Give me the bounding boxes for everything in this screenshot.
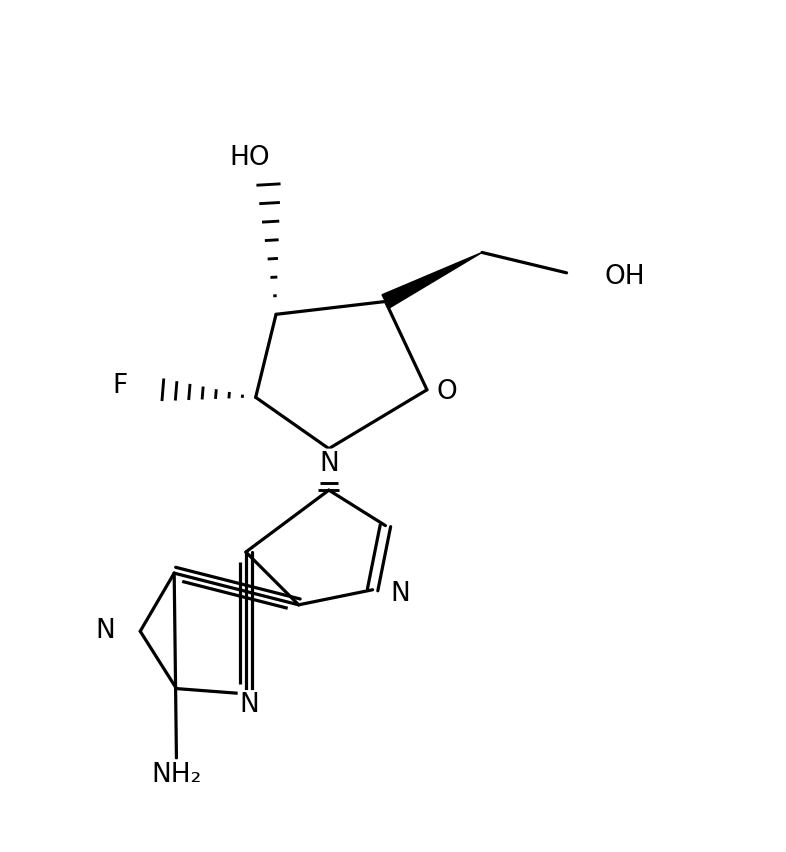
Text: HO: HO (230, 145, 270, 171)
Polygon shape (382, 252, 482, 308)
Text: N: N (240, 692, 259, 718)
Text: N: N (319, 451, 339, 477)
Text: N: N (391, 580, 410, 607)
Text: N: N (95, 619, 115, 644)
Text: O: O (437, 379, 457, 405)
Text: NH₂: NH₂ (152, 762, 201, 787)
Text: F: F (112, 373, 127, 399)
Text: OH: OH (604, 263, 645, 290)
